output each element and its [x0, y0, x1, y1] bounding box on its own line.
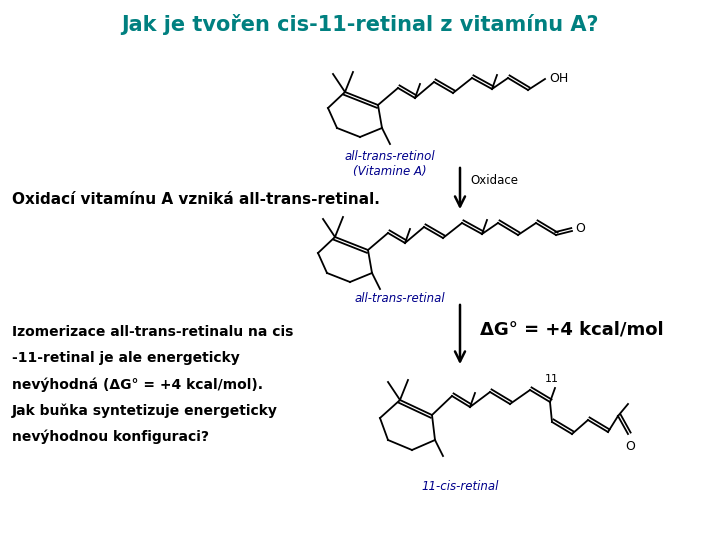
Text: ΔG° = +4 kcal/mol: ΔG° = +4 kcal/mol	[480, 321, 664, 339]
Text: nevýhodnou konfiguraci?: nevýhodnou konfiguraci?	[12, 429, 209, 443]
Text: -11-retinal je ale energeticky: -11-retinal je ale energeticky	[12, 351, 240, 365]
Text: O: O	[575, 222, 585, 235]
Text: Jak buňka syntetizuje energeticky: Jak buňka syntetizuje energeticky	[12, 403, 278, 417]
Text: all-trans-retinal: all-trans-retinal	[355, 292, 445, 305]
Text: all-trans-retinol
(Vitamine A): all-trans-retinol (Vitamine A)	[345, 150, 436, 178]
Text: Izomerizace all-trans-retinalu na cis: Izomerizace all-trans-retinalu na cis	[12, 325, 293, 339]
Text: OH: OH	[549, 72, 568, 85]
Text: Jak je tvořen cis-11-retinal z vitamínu A?: Jak je tvořen cis-11-retinal z vitamínu …	[121, 14, 599, 35]
Text: 11: 11	[545, 374, 559, 384]
Text: nevýhodná (ΔG° = +4 kcal/mol).: nevýhodná (ΔG° = +4 kcal/mol).	[12, 377, 263, 392]
Text: 11-cis-retinal: 11-cis-retinal	[421, 480, 499, 493]
Text: Oxidace: Oxidace	[470, 173, 518, 186]
Text: Oxidací vitamínu A vzniká all-trans-retinal.: Oxidací vitamínu A vzniká all-trans-reti…	[12, 192, 380, 207]
Text: O: O	[625, 440, 635, 453]
